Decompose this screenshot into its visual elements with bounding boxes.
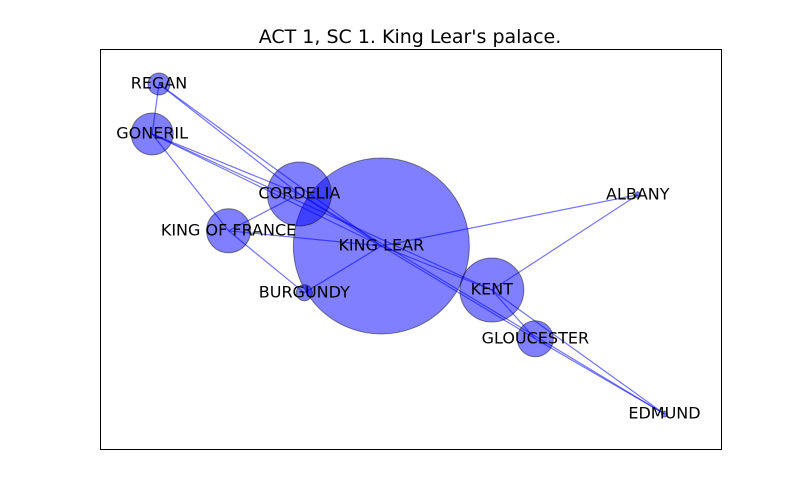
node-label-burgundy: BURGUNDY [259,282,350,301]
node-albany [634,191,642,199]
node-label-king-of-france: KING OF FRANCE [161,220,296,239]
node-label-regan: REGAN [131,74,188,93]
node-label-cordelia: CORDELIA [258,184,340,203]
node-kent [459,257,525,323]
node-goneril [130,112,174,156]
node-regan [147,72,171,96]
node-cordelia [266,161,332,227]
plot-frame [100,49,722,450]
node-gloucester [516,320,554,358]
node-label-king-lear: KING LEAR [338,236,424,255]
nodes-layer [130,72,668,418]
node-label-edmund: EDMUND [628,404,700,423]
edge-kent-edmund [491,289,665,415]
node-king-of-france [206,208,252,254]
labels-layer: KING LEAR CORDELIA KENT GLOUCESTER GONERIL KI… [116,74,700,423]
node-label-goneril: GONERIL [116,124,188,143]
node-label-albany: ALBANY [606,184,670,203]
node-label-kent: KENT [471,280,514,299]
node-edmund [660,410,668,418]
node-label-gloucester: GLOUCESTER [482,328,589,347]
node-king-lear [292,157,470,335]
node-burgundy [295,284,313,302]
chart-title: ACT 1, SC 1. King Lear's palace. [259,26,562,48]
